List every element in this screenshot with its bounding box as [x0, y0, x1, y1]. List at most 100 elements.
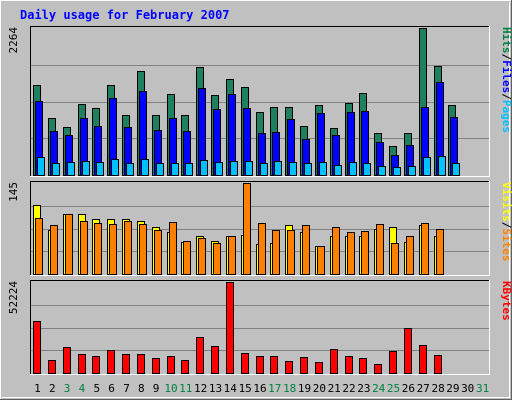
bar-hits-pages-day-27	[423, 157, 431, 176]
bar-kbytes-kbytes-day-21	[330, 349, 338, 374]
bar-hits-pages-day-2	[52, 163, 60, 176]
bar-visits-sites-day-9	[154, 230, 162, 275]
x-tick-label-8: 8	[138, 382, 145, 395]
x-tick-label-15: 15	[239, 382, 252, 395]
bar-hits-pages-day-17	[274, 161, 282, 176]
bar-visits-sites-day-4	[80, 221, 88, 275]
bar-hits-pages-day-28	[438, 156, 446, 176]
bar-visits-sites-day-1	[35, 218, 43, 275]
bar-kbytes-kbytes-day-27	[419, 345, 427, 374]
bar-kbytes-kbytes-day-4	[78, 354, 86, 374]
legend-item: Hits	[500, 27, 512, 54]
bar-visits-sites-day-20	[317, 246, 325, 275]
x-tick-label-23: 23	[357, 382, 370, 395]
x-tick-label-14: 14	[224, 382, 238, 395]
bar-kbytes-kbytes-day-2	[48, 360, 56, 374]
legend: Hits/Files/Pages	[500, 27, 512, 133]
bar-visits-sites-day-5	[94, 223, 102, 275]
x-tick-label-29: 29	[446, 382, 459, 395]
x-tick-label-16: 16	[253, 382, 266, 395]
bar-kbytes-kbytes-day-12	[196, 337, 204, 374]
bar-visits-sites-day-25	[391, 243, 399, 275]
bar-visits-sites-day-28	[436, 229, 444, 275]
bar-visits-sites-day-27	[421, 223, 429, 275]
legend: KBytes	[500, 281, 512, 321]
legend-separator: /	[500, 93, 512, 100]
bar-hits-pages-day-6	[111, 159, 119, 176]
legend-item: Sites	[500, 228, 512, 261]
panel-hits: 2264 Hits/Files/Pages	[7, 26, 512, 177]
bar-visits-sites-day-8	[139, 224, 147, 275]
x-tick-label-9: 9	[153, 382, 160, 395]
bar-visits-sites-day-13	[213, 243, 221, 275]
bar-kbytes-kbytes-day-19	[300, 357, 308, 374]
bar-kbytes-kbytes-day-10	[167, 356, 175, 374]
legend-item: Pages	[500, 100, 512, 133]
bar-visits-sites-day-24	[376, 224, 384, 275]
bar-hits-pages-day-8	[141, 159, 149, 176]
legend-item: KBytes	[500, 281, 512, 321]
bar-hits-pages-day-24	[378, 166, 386, 176]
bar-hits-pages-day-26	[408, 166, 416, 176]
bar-visits-sites-day-2	[50, 225, 58, 275]
bar-visits-sites-day-26	[406, 236, 414, 275]
bar-hits-pages-day-16	[260, 163, 268, 176]
x-tick-label-17: 17	[268, 382, 281, 395]
bar-kbytes-kbytes-day-14	[226, 282, 234, 374]
x-tick-label-11: 11	[179, 382, 192, 395]
panel-kbytes: 52224 KBytes	[7, 280, 512, 375]
bar-kbytes-kbytes-day-9	[152, 358, 160, 374]
bar-kbytes-kbytes-day-13	[211, 346, 219, 374]
bar-kbytes-kbytes-day-16	[256, 356, 264, 374]
legend-item: Visits	[500, 182, 512, 222]
x-tick-label-25: 25	[387, 382, 400, 395]
x-tick-label-6: 6	[108, 382, 115, 395]
bar-kbytes-kbytes-day-28	[434, 355, 442, 374]
bar-kbytes-kbytes-day-24	[374, 364, 382, 374]
bar-hits-pages-day-21	[334, 165, 342, 176]
x-tick-label-21: 21	[328, 382, 341, 395]
bar-hits-pages-day-13	[215, 162, 223, 176]
bar-hits-pages-day-18	[289, 162, 297, 176]
x-tick-label-2: 2	[49, 382, 56, 395]
bar-kbytes-kbytes-day-6	[107, 350, 115, 374]
x-tick-label-31: 31	[476, 382, 489, 395]
x-tick-label-26: 26	[402, 382, 415, 395]
bar-hits-pages-day-5	[96, 162, 104, 176]
bar-hits-pages-day-25	[393, 167, 401, 176]
x-tick-label-7: 7	[123, 382, 130, 395]
bar-visits-sites-day-12	[198, 238, 206, 275]
bar-visits-sites-day-15	[243, 183, 251, 275]
bar-kbytes-kbytes-day-15	[241, 353, 249, 374]
x-tick-label-18: 18	[283, 382, 296, 395]
bar-hits-pages-day-10	[171, 163, 179, 176]
bar-kbytes-kbytes-day-11	[181, 360, 189, 374]
x-tick-label-1: 1	[34, 382, 41, 395]
bar-hits-pages-day-15	[245, 161, 253, 176]
bar-visits-sites-day-19	[302, 225, 310, 275]
bar-hits-pages-day-12	[200, 160, 208, 176]
x-tick-label-10: 10	[164, 382, 177, 395]
x-axis: 1 2 3 4 5 6 7 8 9 10 11 12 13 14 15 16 17 18 19 20 21 22 23 24 2…	[34, 382, 489, 395]
legend-separator: /	[500, 54, 512, 61]
bar-hits-pages-day-3	[67, 162, 75, 176]
bar-visits-sites-day-22	[347, 232, 355, 275]
y-max-label: 2264	[7, 27, 20, 54]
legend: Visits/Sites	[500, 182, 512, 262]
bar-visits-sites-day-10	[169, 222, 177, 275]
bar-visits-sites-day-7	[124, 221, 132, 275]
bar-hits-pages-day-11	[185, 163, 193, 176]
bar-hits-pages-day-19	[304, 163, 312, 176]
x-tick-label-20: 20	[313, 382, 326, 395]
bar-visits-sites-day-21	[332, 227, 340, 275]
bar-hits-pages-day-20	[319, 162, 327, 176]
y-max-label: 145	[7, 182, 20, 202]
x-tick-label-4: 4	[79, 382, 86, 395]
x-tick-label-5: 5	[93, 382, 100, 395]
bar-hits-pages-day-9	[156, 163, 164, 176]
x-tick-label-12: 12	[194, 382, 207, 395]
bar-kbytes-kbytes-day-7	[122, 354, 130, 374]
bar-kbytes-kbytes-day-17	[270, 356, 278, 374]
